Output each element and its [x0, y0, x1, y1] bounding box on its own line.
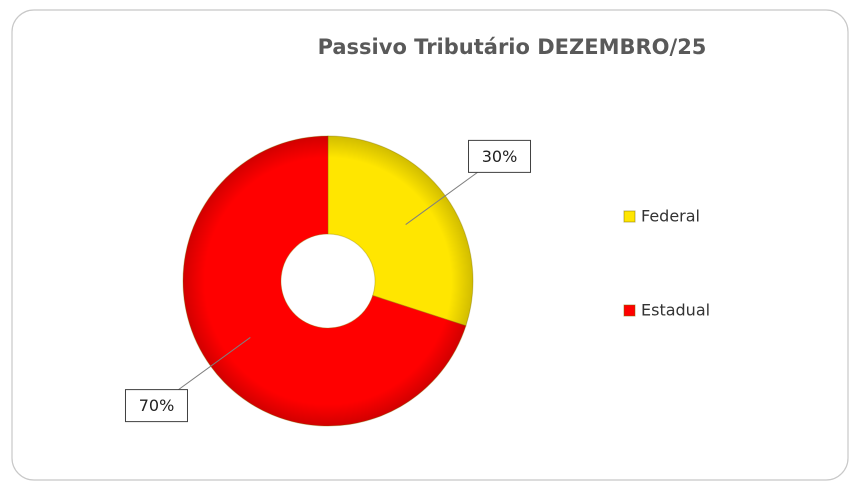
data-label-box [124, 389, 188, 423]
data-label-box [468, 139, 532, 173]
legend-label: Estadual [641, 301, 710, 320]
chart-title: Passivo Tributário DEZEMBRO/25 [318, 35, 707, 59]
data-label: 70% [139, 396, 175, 415]
legend-swatch [623, 210, 636, 223]
legend-swatch [623, 304, 636, 317]
legend-label: Federal [641, 207, 700, 226]
data-label: 30% [482, 147, 518, 166]
